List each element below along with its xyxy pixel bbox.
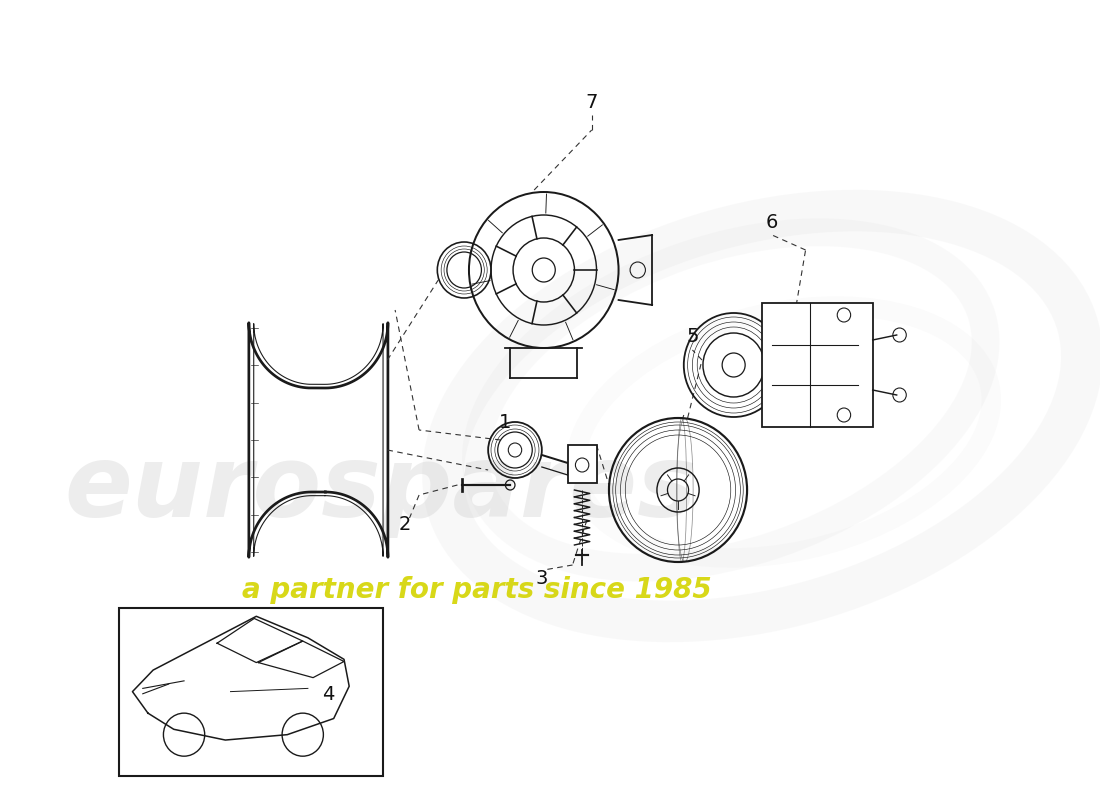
- Text: 4: 4: [322, 686, 334, 705]
- Bar: [762, 303, 872, 427]
- Text: eurospares: eurospares: [65, 442, 697, 538]
- Text: 5: 5: [686, 327, 698, 346]
- Text: 2: 2: [398, 515, 411, 534]
- Bar: [119, 608, 383, 776]
- Text: 7: 7: [585, 93, 598, 111]
- Text: a partner for parts since 1985: a partner for parts since 1985: [242, 576, 712, 604]
- Text: 3: 3: [536, 569, 548, 587]
- Text: 1: 1: [499, 413, 512, 431]
- Bar: [568, 445, 596, 483]
- Text: 6: 6: [766, 213, 778, 231]
